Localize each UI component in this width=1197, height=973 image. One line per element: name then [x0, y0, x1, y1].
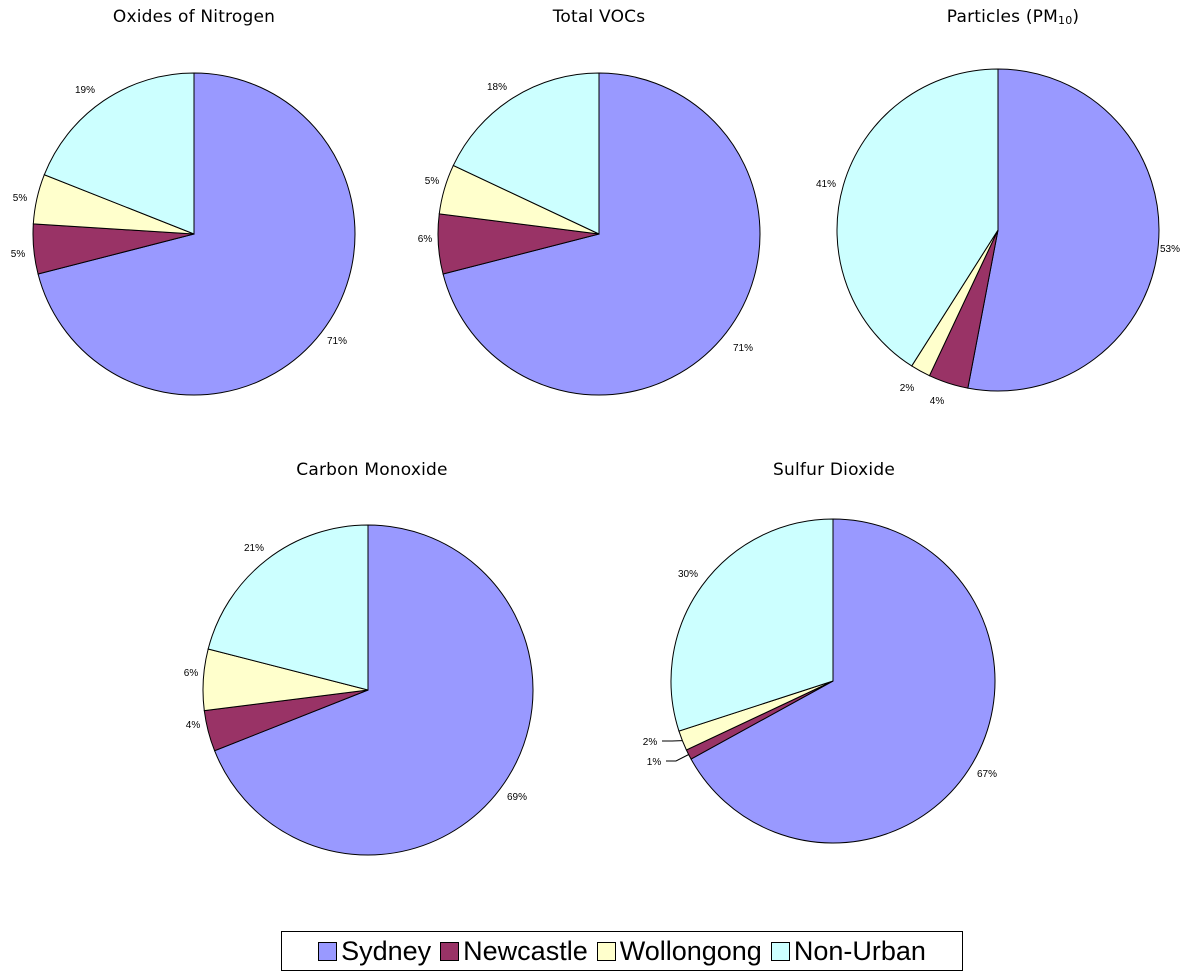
pie-label-voc-newcastle: 6% — [418, 234, 433, 245]
legend-label-newcastle: Newcastle — [463, 935, 588, 966]
pie-slice-voc-non-urban — [452, 72, 600, 235]
pie-title-co: Carbon Monoxide — [296, 460, 448, 480]
legend-item-sydney: Sydney — [318, 936, 431, 967]
pie-label-pm10-sydney: 53% — [1160, 244, 1180, 255]
chart-legend: Sydney Newcastle Wollongong Non-Urban — [281, 931, 963, 971]
pie-label-voc-sydney: 71% — [733, 343, 753, 354]
pie-title-pm10-main: Particles (PM — [946, 7, 1058, 27]
pie-leader-so2-newcastle — [666, 754, 689, 762]
pie-title-voc: Total VOCs — [552, 7, 646, 27]
pie-label-pm10-newcastle: 4% — [930, 396, 945, 407]
pie-label-voc-wollongong: 5% — [425, 176, 440, 187]
pie-chart-pm10: 53% 4% 2% 41% — [816, 68, 1180, 407]
pie-slice-so2-sydney — [690, 518, 996, 844]
legend-item-non-urban: Non-Urban — [770, 935, 926, 967]
pie-label-pm10-wollongong: 2% — [900, 383, 915, 394]
pie-label-nox-non-urban: 19% — [75, 85, 95, 96]
pie-title-pm10: Particles (PM10) — [947, 7, 1079, 27]
pie-title-pm10-suffix: ) — [1072, 7, 1080, 27]
legend-label-sydney: Sydney — [341, 935, 432, 966]
pie-charts-canvas: 71% 5% 5% 19% 71% 6% 5% 18% 53% 4% 2% 41% 69% 4% 6% 21%… — [11, 68, 1180, 856]
pie-slice-co-sydney — [213, 524, 534, 856]
pie-label-so2-wollongong: 2% — [643, 737, 658, 748]
pie-title-so2: Sulfur Dioxide — [773, 460, 895, 480]
pie-label-co-wollongong: 6% — [184, 668, 199, 679]
legend-swatch-non-urban — [770, 941, 790, 961]
pie-title-pm10-subscript: 10 — [1057, 14, 1073, 27]
pie-slice-pm10-sydney — [967, 68, 1160, 392]
pie-label-so2-newcastle: 1% — [647, 757, 662, 768]
legend-item-wollongong: Wollongong — [596, 935, 762, 967]
pie-chart-so2: 67% 1% 2% 30% — [643, 518, 997, 844]
legend-swatch-sydney — [318, 941, 338, 961]
pie-label-so2-non-urban: 30% — [678, 569, 698, 580]
legend-swatch-wollongong — [596, 941, 616, 961]
pie-label-so2-sydney: 67% — [977, 769, 997, 780]
pie-label-co-newcastle: 4% — [186, 720, 201, 731]
pie-slice-voc-sydney — [442, 72, 761, 396]
pie-slice-nox-non-urban — [43, 72, 195, 235]
pie-label-co-non-urban: 21% — [244, 543, 264, 554]
pie-chart-co: 69% 4% 6% 21% — [184, 524, 534, 856]
pie-label-nox-sydney: 71% — [327, 336, 347, 347]
legend-label-wollongong: Wollongong — [619, 935, 762, 966]
pie-label-co-sydney: 69% — [507, 792, 527, 803]
pie-chart-nox: 71% 5% 5% 19% — [11, 72, 356, 396]
pie-slice-pm10-non-urban — [836, 68, 999, 367]
legend-label-non-urban: Non-Urban — [793, 935, 926, 966]
pie-label-voc-non-urban: 18% — [487, 82, 507, 93]
pie-label-pm10-non-urban: 41% — [816, 179, 836, 190]
pie-label-nox-wollongong: 5% — [13, 193, 28, 204]
pie-slice-so2-non-urban — [670, 518, 834, 732]
pie-slice-nox-sydney — [37, 72, 356, 396]
legend-item-newcastle: Newcastle — [440, 936, 588, 967]
legend-swatch-newcastle — [440, 941, 460, 961]
pie-chart-voc: 71% 6% 5% 18% — [418, 72, 761, 396]
pie-slice-co-non-urban — [207, 524, 369, 691]
pie-label-nox-newcastle: 5% — [11, 249, 26, 260]
pie-title-nox: Oxides of Nitrogen — [112, 7, 276, 27]
